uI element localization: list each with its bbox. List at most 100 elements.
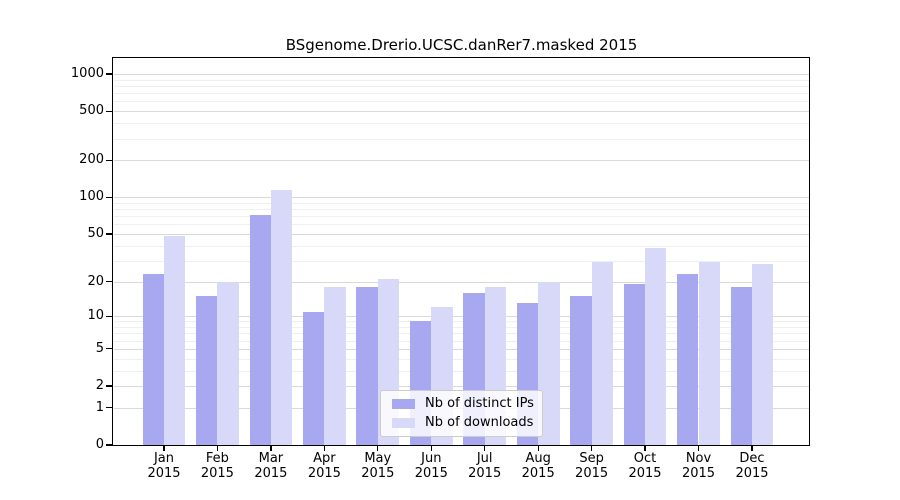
major-gridline bbox=[114, 197, 809, 199]
x-tick-mark bbox=[697, 446, 700, 451]
x-tick-label: Jun 2015 bbox=[399, 451, 463, 481]
x-tick-year: 2015 bbox=[735, 466, 769, 481]
x-tick-mark bbox=[484, 446, 486, 451]
bar-nb-of-downloads-jan bbox=[164, 236, 186, 445]
minor-gridline bbox=[114, 327, 809, 328]
y-tick-mark bbox=[106, 407, 113, 409]
minor-gridline bbox=[114, 138, 809, 140]
x-tick-month: Apr bbox=[313, 451, 336, 466]
x-tick-year: 2015 bbox=[521, 466, 555, 481]
chart-title: BSgenome.Drerio.UCSC.danRer7.masked 2015 bbox=[285, 36, 638, 54]
x-tick-mark bbox=[751, 446, 753, 451]
x-tick-month: Feb bbox=[205, 451, 229, 466]
x-tick-year: 2015 bbox=[681, 466, 716, 481]
minor-gridline bbox=[114, 358, 809, 360]
y-tick-label: 0 bbox=[95, 437, 104, 452]
x-tick-month: Sep bbox=[579, 451, 604, 466]
minor-gridline bbox=[114, 202, 809, 204]
x-tick-year: 2015 bbox=[200, 466, 234, 481]
major-gridline bbox=[114, 348, 809, 350]
y-tick-mark bbox=[106, 315, 113, 317]
x-tick-year: 2015 bbox=[361, 466, 395, 481]
minor-gridline bbox=[114, 245, 809, 247]
y-tick-mark bbox=[106, 159, 113, 161]
x-tick-mark bbox=[163, 446, 165, 451]
major-gridline bbox=[114, 74, 809, 75]
legend-label: Nb of downloads bbox=[425, 415, 534, 430]
bar-nb-of-distinct-ips-jan bbox=[142, 274, 164, 445]
y-tick-label: 50 bbox=[87, 225, 104, 241]
minor-gridline bbox=[114, 79, 809, 81]
y-tick-label: 500 bbox=[79, 103, 104, 119]
x-tick-year: 2015 bbox=[468, 466, 502, 481]
x-tick-year: 2015 bbox=[254, 466, 288, 481]
x-tick-month: Oct bbox=[633, 451, 657, 466]
y-tick-mark bbox=[106, 233, 113, 235]
bar-nb-of-distinct-ips-feb bbox=[196, 296, 218, 445]
minor-gridline bbox=[114, 123, 809, 125]
x-tick-mark bbox=[270, 446, 272, 451]
y-tick-label: 20 bbox=[87, 273, 104, 289]
x-tick-year: 2015 bbox=[307, 466, 341, 481]
y-tick-mark bbox=[106, 196, 113, 198]
bar-nb-of-downloads-sep bbox=[591, 262, 613, 445]
x-tick-mark bbox=[537, 446, 539, 451]
y-tick-label: 1 bbox=[95, 399, 104, 415]
x-tick-month: Dec bbox=[739, 451, 765, 466]
bar-nb-of-distinct-ips-sep bbox=[570, 296, 592, 445]
minor-gridline bbox=[114, 93, 809, 95]
chart-legend: Nb of distinct IPs Nb of downloads bbox=[380, 390, 543, 437]
y-tick-mark bbox=[106, 385, 113, 387]
bar-nb-of-downloads-feb bbox=[217, 281, 239, 445]
major-gridline bbox=[114, 111, 809, 113]
minor-gridline bbox=[114, 209, 809, 210]
x-tick-label: May 2015 bbox=[346, 451, 410, 481]
x-tick-mark bbox=[590, 446, 593, 451]
major-gridline bbox=[114, 386, 809, 387]
bar-nb-of-distinct-ips-oct bbox=[623, 284, 645, 445]
minor-gridline bbox=[114, 216, 809, 218]
y-tick-label: 2 bbox=[95, 378, 104, 393]
legend-item: Nb of distinct IPs bbox=[387, 396, 536, 412]
y-tick-label: 200 bbox=[79, 152, 104, 168]
legend-swatch bbox=[392, 399, 415, 409]
y-tick-mark bbox=[106, 280, 113, 283]
bar-nb-of-downloads-dec bbox=[752, 264, 774, 445]
x-tick-mark bbox=[430, 446, 432, 451]
x-tick-label: Mar 2015 bbox=[239, 451, 303, 481]
x-tick-year: 2015 bbox=[628, 466, 662, 481]
bar-nb-of-downloads-oct bbox=[645, 248, 667, 445]
x-tick-year: 2015 bbox=[147, 466, 181, 481]
x-tick-label: Feb 2015 bbox=[185, 451, 249, 481]
major-gridline bbox=[114, 233, 809, 235]
x-tick-month: May bbox=[364, 451, 392, 466]
legend-swatch bbox=[392, 418, 415, 428]
minor-gridline bbox=[114, 260, 809, 262]
minor-gridline bbox=[114, 340, 809, 342]
major-gridline bbox=[114, 160, 809, 162]
minor-gridline bbox=[114, 333, 809, 335]
x-tick-year: 2015 bbox=[575, 466, 609, 481]
y-tick-label: 5 bbox=[95, 340, 104, 356]
x-tick-label: Jul 2015 bbox=[453, 451, 517, 481]
bar-nb-of-downloads-apr bbox=[324, 286, 346, 445]
bar-nb-of-distinct-ips-may bbox=[356, 286, 378, 445]
x-tick-month: Aug bbox=[525, 451, 551, 466]
bar-nb-of-downloads-aug bbox=[538, 281, 560, 445]
y-tick-label: 1000 bbox=[70, 66, 104, 81]
minor-gridline bbox=[114, 370, 809, 372]
minor-gridline bbox=[114, 224, 809, 226]
minor-gridline bbox=[114, 321, 809, 323]
x-tick-mark bbox=[644, 446, 646, 451]
x-tick-label: Apr 2015 bbox=[292, 451, 356, 481]
x-tick-month: Mar bbox=[258, 451, 284, 466]
x-tick-year: 2015 bbox=[414, 466, 448, 481]
x-tick-label: Aug 2015 bbox=[506, 451, 570, 481]
bar-nb-of-distinct-ips-apr bbox=[303, 311, 325, 445]
x-tick-label: Jan 2015 bbox=[132, 451, 196, 481]
x-tick-label: Sep 2015 bbox=[560, 451, 624, 481]
minor-gridline bbox=[114, 86, 809, 87]
x-tick-label: Nov 2015 bbox=[667, 451, 731, 481]
x-tick-mark bbox=[377, 446, 379, 451]
legend-item: Nb of downloads bbox=[387, 415, 536, 431]
